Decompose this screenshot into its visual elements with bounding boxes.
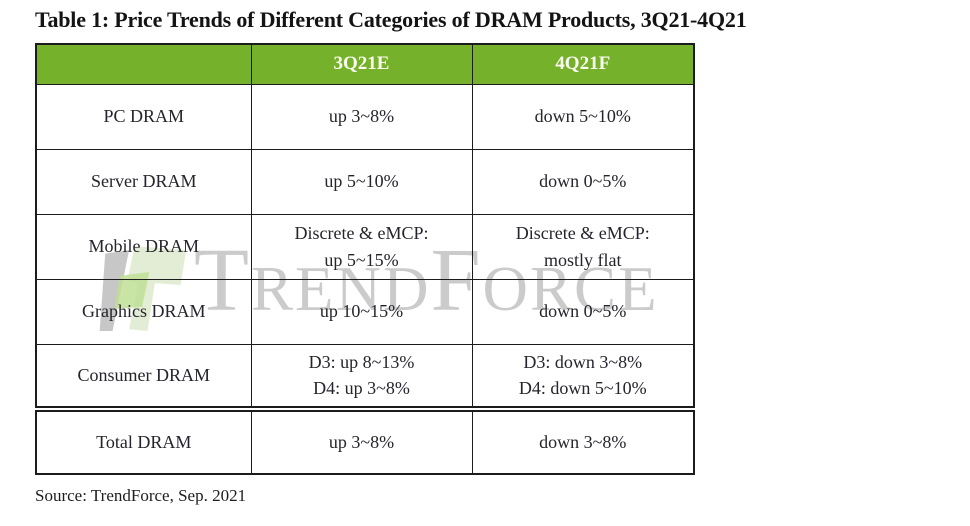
- row-consumer-dram: Consumer DRAM D3: up 8~13% D4: up 3~8% D…: [35, 343, 695, 412]
- col-header-4q21f: 4Q21F: [471, 43, 695, 85]
- value-cell-3q21: up 3~8%: [250, 83, 473, 150]
- page-title: Table 1: Price Trends of Different Categ…: [35, 7, 747, 32]
- value-cell-4q21: D3: down 3~8% D4: down 5~10%: [471, 343, 695, 412]
- row-total-dram: Total DRAM up 3~8% down 3~8%: [35, 408, 695, 475]
- source-note: Source: TrendForce, Sep. 2021: [35, 486, 247, 505]
- value-cell-3q21: up 5~10%: [250, 148, 473, 215]
- category-cell: PC DRAM: [35, 83, 252, 150]
- category-cell: Total DRAM: [35, 408, 252, 475]
- value-cell-4q21: down 0~5%: [471, 148, 695, 215]
- value-cell-3q21: Discrete & eMCP: up 5~15%: [250, 213, 473, 280]
- value-cell-3q21: up 10~15%: [250, 278, 473, 345]
- value-cell-4q21: down 5~10%: [471, 83, 695, 150]
- price-trends-table: 3Q21E 4Q21F PC DRAM up 3~8% down 5~10% S…: [35, 43, 695, 475]
- value-cell-4q21: down 3~8%: [471, 408, 695, 475]
- value-cell-4q21: Discrete & eMCP: mostly flat: [471, 213, 695, 280]
- col-header-3q21e: 3Q21E: [250, 43, 473, 85]
- row-server-dram: Server DRAM up 5~10% down 0~5%: [35, 148, 695, 215]
- row-mobile-dram: Mobile DRAM Discrete & eMCP: up 5~15% Di…: [35, 213, 695, 280]
- col-header-blank: [35, 43, 252, 85]
- row-pc-dram: PC DRAM up 3~8% down 5~10%: [35, 83, 695, 150]
- category-cell: Graphics DRAM: [35, 278, 252, 345]
- category-cell: Consumer DRAM: [35, 343, 252, 412]
- value-cell-3q21: D3: up 8~13% D4: up 3~8%: [250, 343, 473, 412]
- value-cell-4q21: down 0~5%: [471, 278, 695, 345]
- category-cell: Mobile DRAM: [35, 213, 252, 280]
- category-cell: Server DRAM: [35, 148, 252, 215]
- value-cell-3q21: up 3~8%: [250, 408, 473, 475]
- row-graphics-dram: Graphics DRAM up 10~15% down 0~5%: [35, 278, 695, 345]
- table-header-row: 3Q21E 4Q21F: [35, 43, 695, 85]
